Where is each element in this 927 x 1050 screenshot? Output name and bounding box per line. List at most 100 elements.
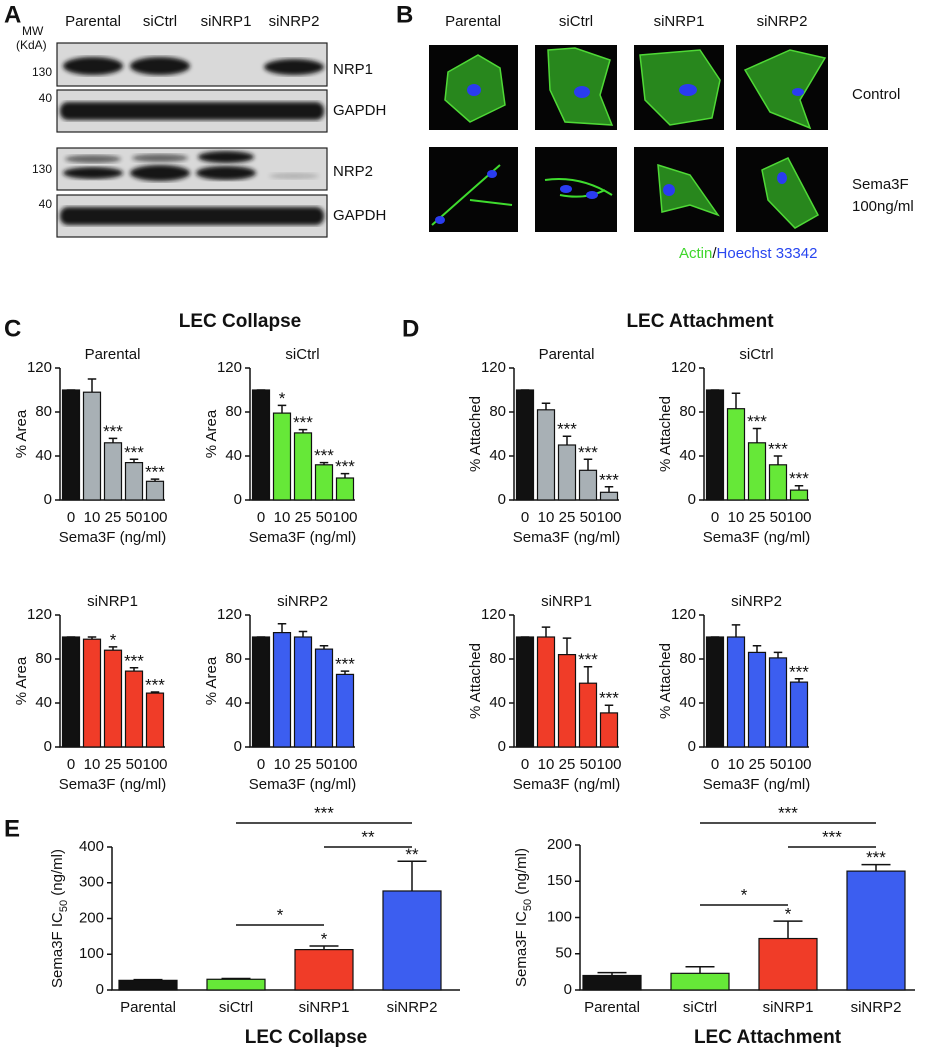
error-bar xyxy=(685,966,715,974)
chart-title: siCtrl xyxy=(285,346,319,363)
x-tick-label: Parental xyxy=(120,999,176,1016)
error-bar xyxy=(541,626,551,637)
error-bar xyxy=(150,691,160,694)
significance: *** xyxy=(866,848,886,867)
y-axis-label: % Area xyxy=(203,409,220,458)
nucleus xyxy=(560,185,572,193)
x-tick-label: 100 xyxy=(786,509,811,526)
bar xyxy=(251,389,271,501)
x-tick-label: 10 xyxy=(274,509,291,526)
nucleus xyxy=(777,172,787,184)
nucleus xyxy=(467,84,481,96)
error-bar xyxy=(340,670,350,675)
x-tick-label: 25 xyxy=(295,509,312,526)
bar xyxy=(103,442,123,501)
y-tick-label: 300 xyxy=(79,874,104,891)
bar xyxy=(294,949,354,991)
panel-label: C xyxy=(4,315,21,342)
y-tick-label: 0 xyxy=(498,738,506,755)
chart-title: Parental xyxy=(539,346,595,363)
bar xyxy=(61,389,81,501)
bar xyxy=(251,636,271,748)
y-tick-label: 0 xyxy=(688,491,696,508)
x-tick-label: 100 xyxy=(142,509,167,526)
group-title: LEC Attachment xyxy=(626,311,774,332)
nucleus xyxy=(586,191,598,199)
y-tick-label: 0 xyxy=(234,491,242,508)
y-tick-label: 150 xyxy=(547,872,572,889)
error-bar xyxy=(298,630,308,637)
y-tick-label: 0 xyxy=(44,491,52,508)
bar xyxy=(726,408,746,501)
bar xyxy=(82,638,102,748)
y-tick-label: 100 xyxy=(547,908,572,925)
bar xyxy=(82,391,102,501)
y-tick-label: 120 xyxy=(217,606,242,623)
bar xyxy=(557,444,577,501)
x-tick-label: 50 xyxy=(126,509,143,526)
x-tick-label: siNRP1 xyxy=(299,999,350,1016)
bar xyxy=(747,651,767,748)
significance: *** xyxy=(789,662,809,681)
significance: *** xyxy=(293,413,313,432)
significance: *** xyxy=(557,420,577,439)
y-axis-label: Sema3F IC50 (ng/ml) xyxy=(513,848,534,987)
x-axis-label: Sema3F (ng/ml) xyxy=(249,529,357,546)
x-tick-label: 0 xyxy=(67,509,75,526)
x-tick-label: 100 xyxy=(596,509,621,526)
bar xyxy=(382,890,442,991)
y-tick-label: 40 xyxy=(225,694,242,711)
caption-nuclei: Hoechst 33342 xyxy=(717,245,818,262)
column-label: siNRP2 xyxy=(757,13,808,30)
bar xyxy=(103,649,123,748)
x-tick-label: 10 xyxy=(538,509,555,526)
cell xyxy=(743,49,827,130)
chart-title: siNRP1 xyxy=(541,593,592,610)
error-bar xyxy=(129,458,139,463)
x-axis-label: Sema3F (ng/ml) xyxy=(703,529,811,546)
x-tick-label: 100 xyxy=(142,756,167,773)
marker: 40 xyxy=(39,197,53,211)
bar xyxy=(705,389,725,501)
lane-label: Parental xyxy=(65,13,121,30)
y-axis-label-part: 50 xyxy=(522,899,534,911)
error-bar xyxy=(583,665,593,684)
bar xyxy=(293,432,313,501)
y-tick-label: 80 xyxy=(35,650,52,667)
error-bar xyxy=(133,978,163,981)
bar xyxy=(536,636,556,748)
band xyxy=(196,166,256,180)
significance: *** xyxy=(314,446,334,465)
comparison-label: *** xyxy=(314,803,334,822)
x-tick-label: 25 xyxy=(559,509,576,526)
bar xyxy=(768,464,788,501)
bar xyxy=(515,636,535,748)
band xyxy=(269,173,319,179)
band xyxy=(198,151,254,163)
y-tick-label: 80 xyxy=(225,403,242,420)
x-axis-title: LEC Collapse xyxy=(245,1027,367,1048)
bar-chart: 0 100 200 300 400 Sema3F IC50 (ng/ml) LEC Coll… xyxy=(49,803,460,1048)
bar xyxy=(272,412,292,501)
x-tick-label: 0 xyxy=(257,509,265,526)
y-tick-label: 40 xyxy=(679,694,696,711)
error-bar xyxy=(597,971,627,976)
error-bar xyxy=(562,435,572,445)
bar xyxy=(335,477,355,501)
x-tick-label: 0 xyxy=(711,756,719,773)
comparison-label: ** xyxy=(361,827,375,846)
y-axis-label-part: Sema3F IC xyxy=(513,911,530,987)
error-bar xyxy=(309,945,339,950)
bar xyxy=(515,389,535,501)
x-tick-label: 25 xyxy=(105,756,122,773)
row-label: 100ng/ml xyxy=(852,198,914,215)
bar xyxy=(118,979,178,991)
column-label: siCtrl xyxy=(559,13,593,30)
y-tick-label: 40 xyxy=(225,447,242,464)
nucleus xyxy=(679,84,697,96)
y-tick-label: 0 xyxy=(234,738,242,755)
error-bar xyxy=(319,461,329,465)
y-axis-label-part: Sema3F IC xyxy=(49,912,66,988)
